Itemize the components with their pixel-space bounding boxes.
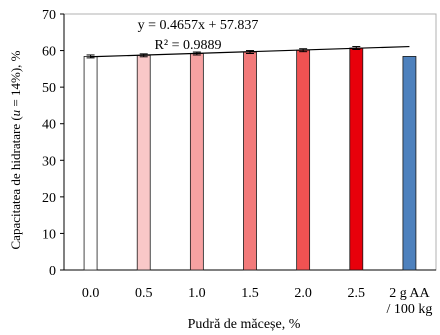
x-tick-label: 2 g AA/ 100 kg	[386, 286, 432, 317]
trendline	[90, 45, 410, 58]
trendline-equation: y = 0.4657x + 57.837	[138, 18, 259, 33]
x-tick-label: 0.0	[82, 286, 100, 301]
bar-2	[189, 53, 204, 271]
y-tick-label: 50	[42, 81, 56, 96]
y-tick-label: 70	[42, 8, 56, 23]
y-tick-label: 0	[49, 264, 56, 279]
trendline-group	[90, 45, 410, 58]
bar-4	[296, 49, 311, 271]
x-tick-label: 1.5	[241, 286, 259, 301]
x-tick-label: 2.0	[294, 286, 312, 301]
x-tick-label: 1.0	[188, 286, 206, 301]
y-axis: 0 10 20 30 40 50 60 70	[42, 8, 64, 279]
y-tick-label: 20	[42, 191, 56, 206]
x-tick-label: 2.5	[348, 286, 366, 301]
bar-0	[83, 56, 98, 271]
x-axis-title: Pudră de măceșe, %	[188, 317, 301, 332]
x-tick-label: 0.5	[135, 286, 153, 301]
y-tick-label: 60	[42, 45, 56, 60]
y-axis-title: Capacitatea de hidratare (u = 14%), %	[8, 50, 23, 249]
bar-3	[243, 51, 257, 271]
bar-6	[402, 56, 417, 271]
bar-1	[136, 54, 151, 271]
trendline-r2: R² = 0.9889	[155, 38, 222, 53]
y-tick-label: 30	[42, 154, 56, 169]
x-axis: 0.0 0.5 1.0 1.5 2.0 2.5 2 g AA/ 100 kg	[82, 286, 433, 317]
y-tick-label: 10	[42, 227, 56, 242]
bar-5	[349, 47, 364, 271]
bars	[83, 47, 417, 271]
y-tick-label: 40	[42, 118, 56, 133]
error-bars	[86, 46, 361, 59]
